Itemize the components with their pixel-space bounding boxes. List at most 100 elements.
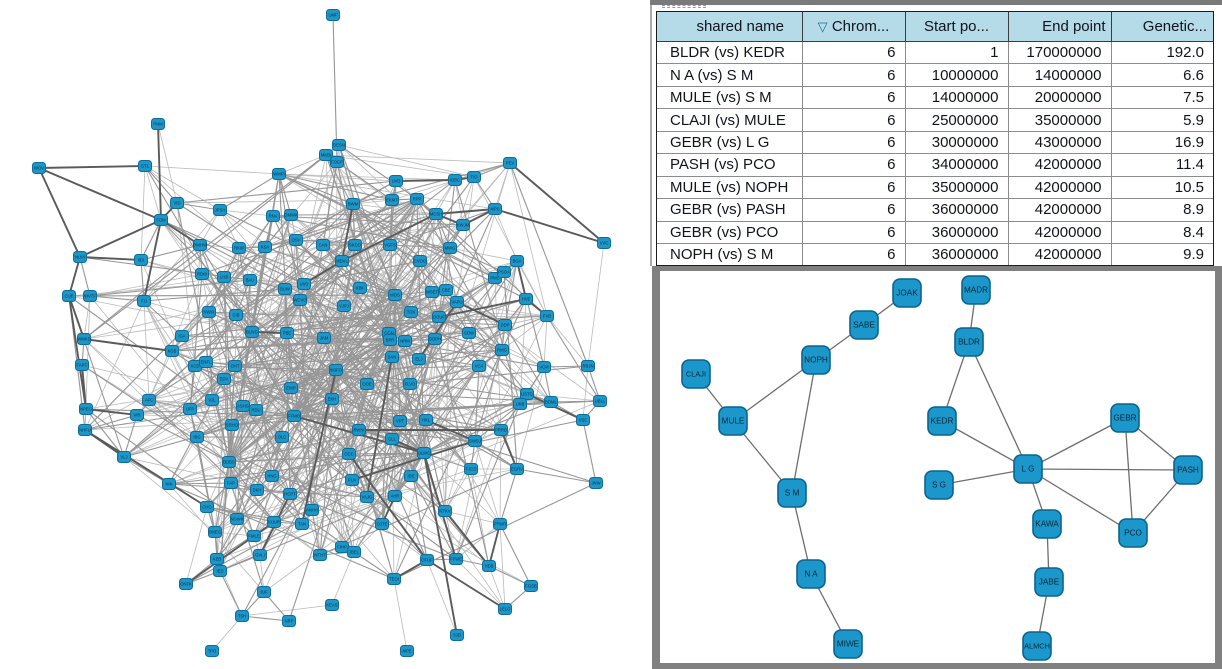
svg-text:TIO: TIO [471,175,479,180]
svg-text:WJFO: WJFO [330,368,343,373]
svg-text:PMC: PMC [490,276,499,281]
svg-text:NUVI: NUVI [75,255,85,260]
svg-text:JUF: JUF [260,590,268,595]
svg-text:UBLL: UBLL [595,399,606,404]
svg-text:RPP: RPP [413,197,422,202]
svg-text:FJCD: FJCD [466,467,477,472]
svg-text:CHO: CHO [202,505,212,510]
svg-text:AHR: AHR [391,494,400,499]
svg-text:RBJN: RBJN [583,364,594,369]
svg-text:KAWA: KAWA [1035,520,1059,529]
svg-text:MIWE: MIWE [837,640,860,649]
svg-text:OWHW: OWHW [193,243,207,248]
svg-text:MADR: MADR [964,286,988,295]
svg-text:ANHH: ANHH [306,508,318,513]
svg-text:OJTE: OJTE [377,522,388,527]
svg-text:VVC: VVC [600,241,609,246]
svg-text:L G: L G [1022,465,1035,474]
svg-text:MWG: MWG [445,246,456,251]
svg-text:TAN: TAN [298,522,306,527]
svg-text:LELO: LELO [500,607,511,612]
svg-text:GTL: GTL [141,164,150,169]
svg-text:KEB: KEB [213,557,222,562]
svg-text:MDG: MDG [390,293,400,298]
svg-text:USTG: USTG [521,392,533,397]
svg-text:IED: IED [217,569,224,574]
svg-text:EGRV: EGRV [511,467,523,472]
svg-text:PTWR: PTWR [494,522,506,527]
svg-text:WCVO: WCVO [293,298,307,303]
svg-text:KUUR: KUUR [268,520,280,525]
svg-text:MULE: MULE [722,417,745,426]
svg-text:VPT: VPT [396,419,405,424]
svg-text:VCM: VCM [539,365,549,370]
svg-text:RNA: RNA [269,214,278,219]
svg-text:OMWK: OMWK [284,213,298,218]
svg-text:FGSB: FGSB [525,584,537,589]
svg-text:DOPH: DOPH [429,337,441,342]
svg-text:FLVO: FLVO [405,382,416,387]
svg-text:WMPI: WMPI [273,172,284,177]
svg-text:MPE: MPE [402,649,411,654]
svg-text:BAU: BAU [246,278,255,283]
svg-text:SAN: SAN [388,355,397,360]
svg-text:ELJ: ELJ [415,357,422,362]
svg-text:RDU: RDU [251,408,260,413]
svg-text:SJD: SJD [453,633,461,638]
svg-text:VSC: VSC [579,418,588,423]
svg-text:CVOG: CVOG [414,259,426,264]
svg-text:GEBR: GEBR [1113,414,1136,423]
svg-text:IIDI: IIDI [138,258,145,263]
svg-text:ONFK: ONFK [180,582,192,587]
svg-text:EDV: EDV [220,377,229,382]
svg-text:GVLI: GVLI [255,553,265,558]
svg-text:OHT: OHT [231,364,240,369]
svg-text:WOV: WOV [34,166,44,171]
svg-text:FFWE: FFWE [450,557,462,562]
svg-text:CLAJI: CLAJI [686,370,706,379]
svg-text:SABE: SABE [853,321,875,330]
svg-text:BUVG: BUVG [246,330,258,335]
svg-text:OOE: OOE [362,382,372,387]
svg-text:NWKI: NWKI [204,310,215,315]
svg-text:N A: N A [804,570,818,579]
svg-text:FIJ: FIJ [141,299,147,304]
svg-text:S G: S G [932,481,946,490]
svg-text:SOW: SOW [464,331,474,336]
svg-text:HVE: HVE [522,297,531,302]
svg-text:BDBS: BDBS [223,460,235,465]
svg-text:RWNI: RWNI [353,428,364,433]
svg-text:CLL: CLL [388,437,396,442]
svg-text:VLJ: VLJ [120,455,127,460]
svg-text:IGA: IGA [178,334,185,339]
svg-text:UFP: UFP [186,407,195,412]
svg-text:IDBC: IDBC [450,178,460,183]
svg-text:ULWC: ULWC [418,451,430,456]
svg-text:FFWB: FFWB [288,414,300,419]
svg-text:RDW: RDW [197,272,207,277]
svg-text:ASHG: ASHG [237,404,249,409]
svg-text:VJL: VJL [208,398,216,403]
svg-text:KEAS: KEAS [326,603,337,608]
svg-text:HDB: HDB [485,564,494,569]
svg-text:OFUF: OFUF [421,558,433,563]
svg-text:JPSH: JPSH [215,208,226,213]
svg-text:IBG: IBG [193,435,200,440]
svg-text:FAPC: FAPC [77,363,88,368]
svg-text:CIB: CIB [233,313,240,318]
svg-text:TOK: TOK [407,310,416,315]
svg-text:EKMT: EKMT [386,198,398,203]
svg-text:KEDR: KEDR [931,417,954,426]
svg-text:FOCP: FOCP [331,160,343,165]
svg-text:JNW: JNW [591,481,600,486]
svg-text:AFC: AFC [145,398,153,403]
svg-text:NRM: NRM [400,339,410,344]
svg-text:NOPH: NOPH [804,356,828,365]
svg-text:OLC: OLC [278,435,287,440]
svg-text:UVD: UVD [392,179,401,184]
svg-text:KGB: KGB [168,349,177,354]
svg-text:SWSJ: SWSJ [469,439,481,444]
svg-text:CUE: CUE [65,294,74,299]
svg-text:MKBI: MKBI [321,153,331,158]
svg-text:S M: S M [785,489,800,498]
